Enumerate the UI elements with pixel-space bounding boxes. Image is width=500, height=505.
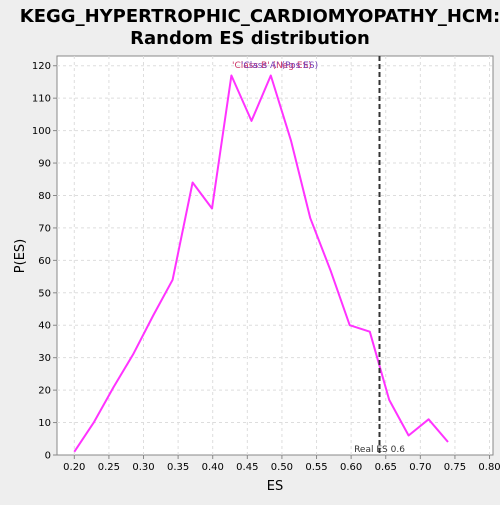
y-tick-label: 50: [38, 288, 51, 299]
y-tick-label: 60: [38, 256, 51, 267]
x-tick-label: 0.40: [202, 462, 224, 473]
real-es-layer: Real ES 0.6: [354, 56, 405, 455]
y-tick-label: 30: [38, 353, 51, 364]
x-tick-label: 0.50: [271, 462, 293, 473]
y-tick-label: 10: [38, 418, 51, 429]
x-tick-label: 0.70: [409, 462, 431, 473]
y-axis-label: P(ES): [13, 239, 28, 273]
y-ticks-layer: 0 10 20 30 40 50 60 70 80 90 100 110 120: [32, 61, 57, 462]
grid-layer: [57, 56, 493, 455]
y-tick-label: 110: [32, 94, 51, 105]
x-tick-label: 0.60: [340, 462, 362, 473]
x-tick-label: 0.55: [305, 462, 327, 473]
y-tick-label: 100: [32, 126, 51, 137]
x-tick-label: 0.45: [236, 462, 258, 473]
legend-label-class-b: 'Class B' (Neg ES): [232, 61, 312, 71]
series-layer: [73, 74, 449, 453]
x-tick-label: 0.25: [98, 462, 120, 473]
y-tick-label: 80: [38, 191, 51, 202]
chart-title-line-1: KEGG_HYPERTROPHIC_CARDIOMYOPATHY_HCM:: [20, 6, 500, 27]
x-tick-label: 0.35: [167, 462, 189, 473]
y-tick-label: 120: [32, 61, 51, 72]
x-tick-label: 0.65: [375, 462, 397, 473]
x-ticks-layer: 0.20 0.25 0.30 0.35 0.40 0.45 0.50 0.55 0.60 0.65…: [63, 455, 500, 473]
y-tick-label: 0: [45, 451, 51, 462]
x-axis-label: ES: [267, 479, 283, 494]
y-tick-label: 90: [38, 159, 51, 170]
y-tick-label: 40: [38, 321, 51, 332]
y-tick-label: 20: [38, 386, 51, 397]
series-line: [73, 74, 449, 453]
x-tick-label: 0.80: [478, 462, 500, 473]
x-tick-label: 0.30: [132, 462, 154, 473]
y-tick-label: 70: [38, 223, 51, 234]
plot-area: [56, 55, 494, 456]
legend-label-class-a: 'Class A' (Pos ES): [241, 61, 318, 71]
x-tick-label: 0.75: [444, 462, 466, 473]
x-tick-label: 0.20: [63, 462, 85, 473]
chart-title-line-2: Random ES distribution: [130, 28, 370, 49]
real-es-label: Real ES 0.6: [354, 445, 405, 455]
